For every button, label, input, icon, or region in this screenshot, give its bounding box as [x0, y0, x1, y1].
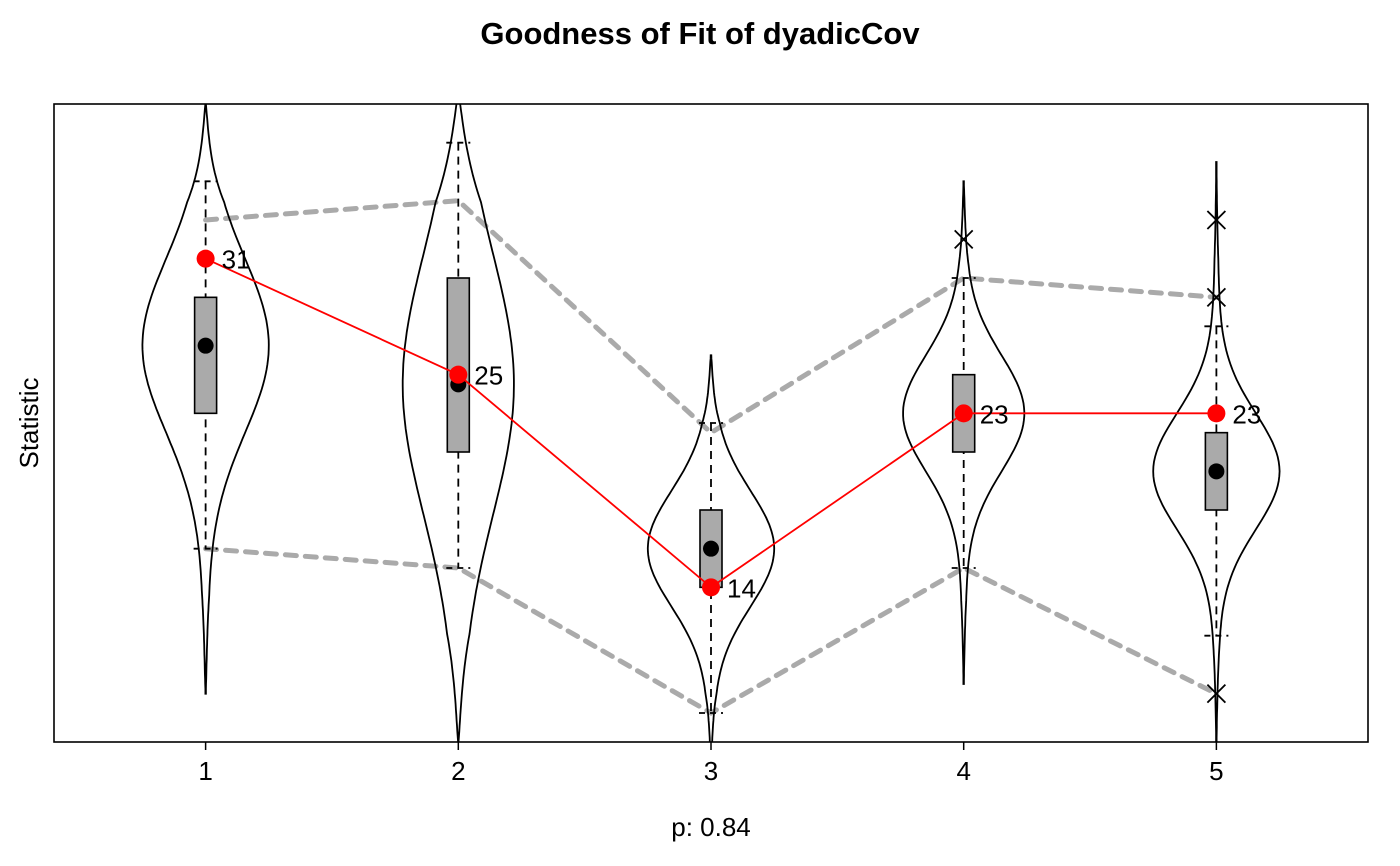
- violin-outline: [1152, 161, 1281, 742]
- x-axis: 1 2 3 4 5: [198, 742, 1224, 786]
- observed-label-2: 25: [474, 361, 503, 391]
- observed-point-1: [196, 249, 215, 268]
- violin-1: [141, 104, 270, 695]
- iqr-box: [193, 296, 218, 415]
- observed-point-5: [1207, 404, 1226, 423]
- violin-outline: [646, 354, 776, 742]
- observed-label-5: 23: [1232, 399, 1261, 429]
- median-point: [197, 337, 214, 354]
- violin-4: [902, 180, 1026, 685]
- outlier-mark: [1206, 210, 1227, 230]
- outlier-mark: [1206, 287, 1227, 307]
- observed-point-3: [702, 578, 720, 597]
- violin-outline: [141, 104, 270, 695]
- y-axis-label: Statistic: [14, 377, 44, 468]
- observed-point-2: [449, 365, 468, 384]
- chart-title: Goodness of Fit of dyadicCov: [480, 16, 920, 51]
- violin-5: [1152, 161, 1281, 742]
- x-tick-label-4: 4: [956, 756, 970, 786]
- median-point: [1208, 463, 1225, 480]
- violin-2: [401, 104, 515, 742]
- violin-outline: [902, 180, 1026, 685]
- x-tick-label-2: 2: [451, 756, 465, 786]
- x-axis-label: p: 0.84: [671, 812, 751, 842]
- band-high-line: [203, 198, 1219, 436]
- iqr-box: [446, 277, 471, 453]
- median-point: [703, 540, 719, 557]
- observed-label-4: 23: [980, 399, 1009, 429]
- violin-layer: [141, 104, 1281, 742]
- observed-point-4: [954, 404, 973, 423]
- x-tick-label-5: 5: [1209, 756, 1223, 786]
- observed-label-1: 31: [222, 245, 251, 275]
- violin-outline: [401, 104, 515, 742]
- outlier-mark: [954, 229, 974, 249]
- violin-3: [646, 354, 776, 742]
- observed-label-3: 14: [727, 573, 756, 603]
- outlier-mark: [1206, 684, 1227, 704]
- x-tick-label-3: 3: [704, 756, 718, 786]
- observed-layer: 31 25 14 23 23: [196, 245, 1261, 603]
- x-tick-label-1: 1: [198, 756, 212, 786]
